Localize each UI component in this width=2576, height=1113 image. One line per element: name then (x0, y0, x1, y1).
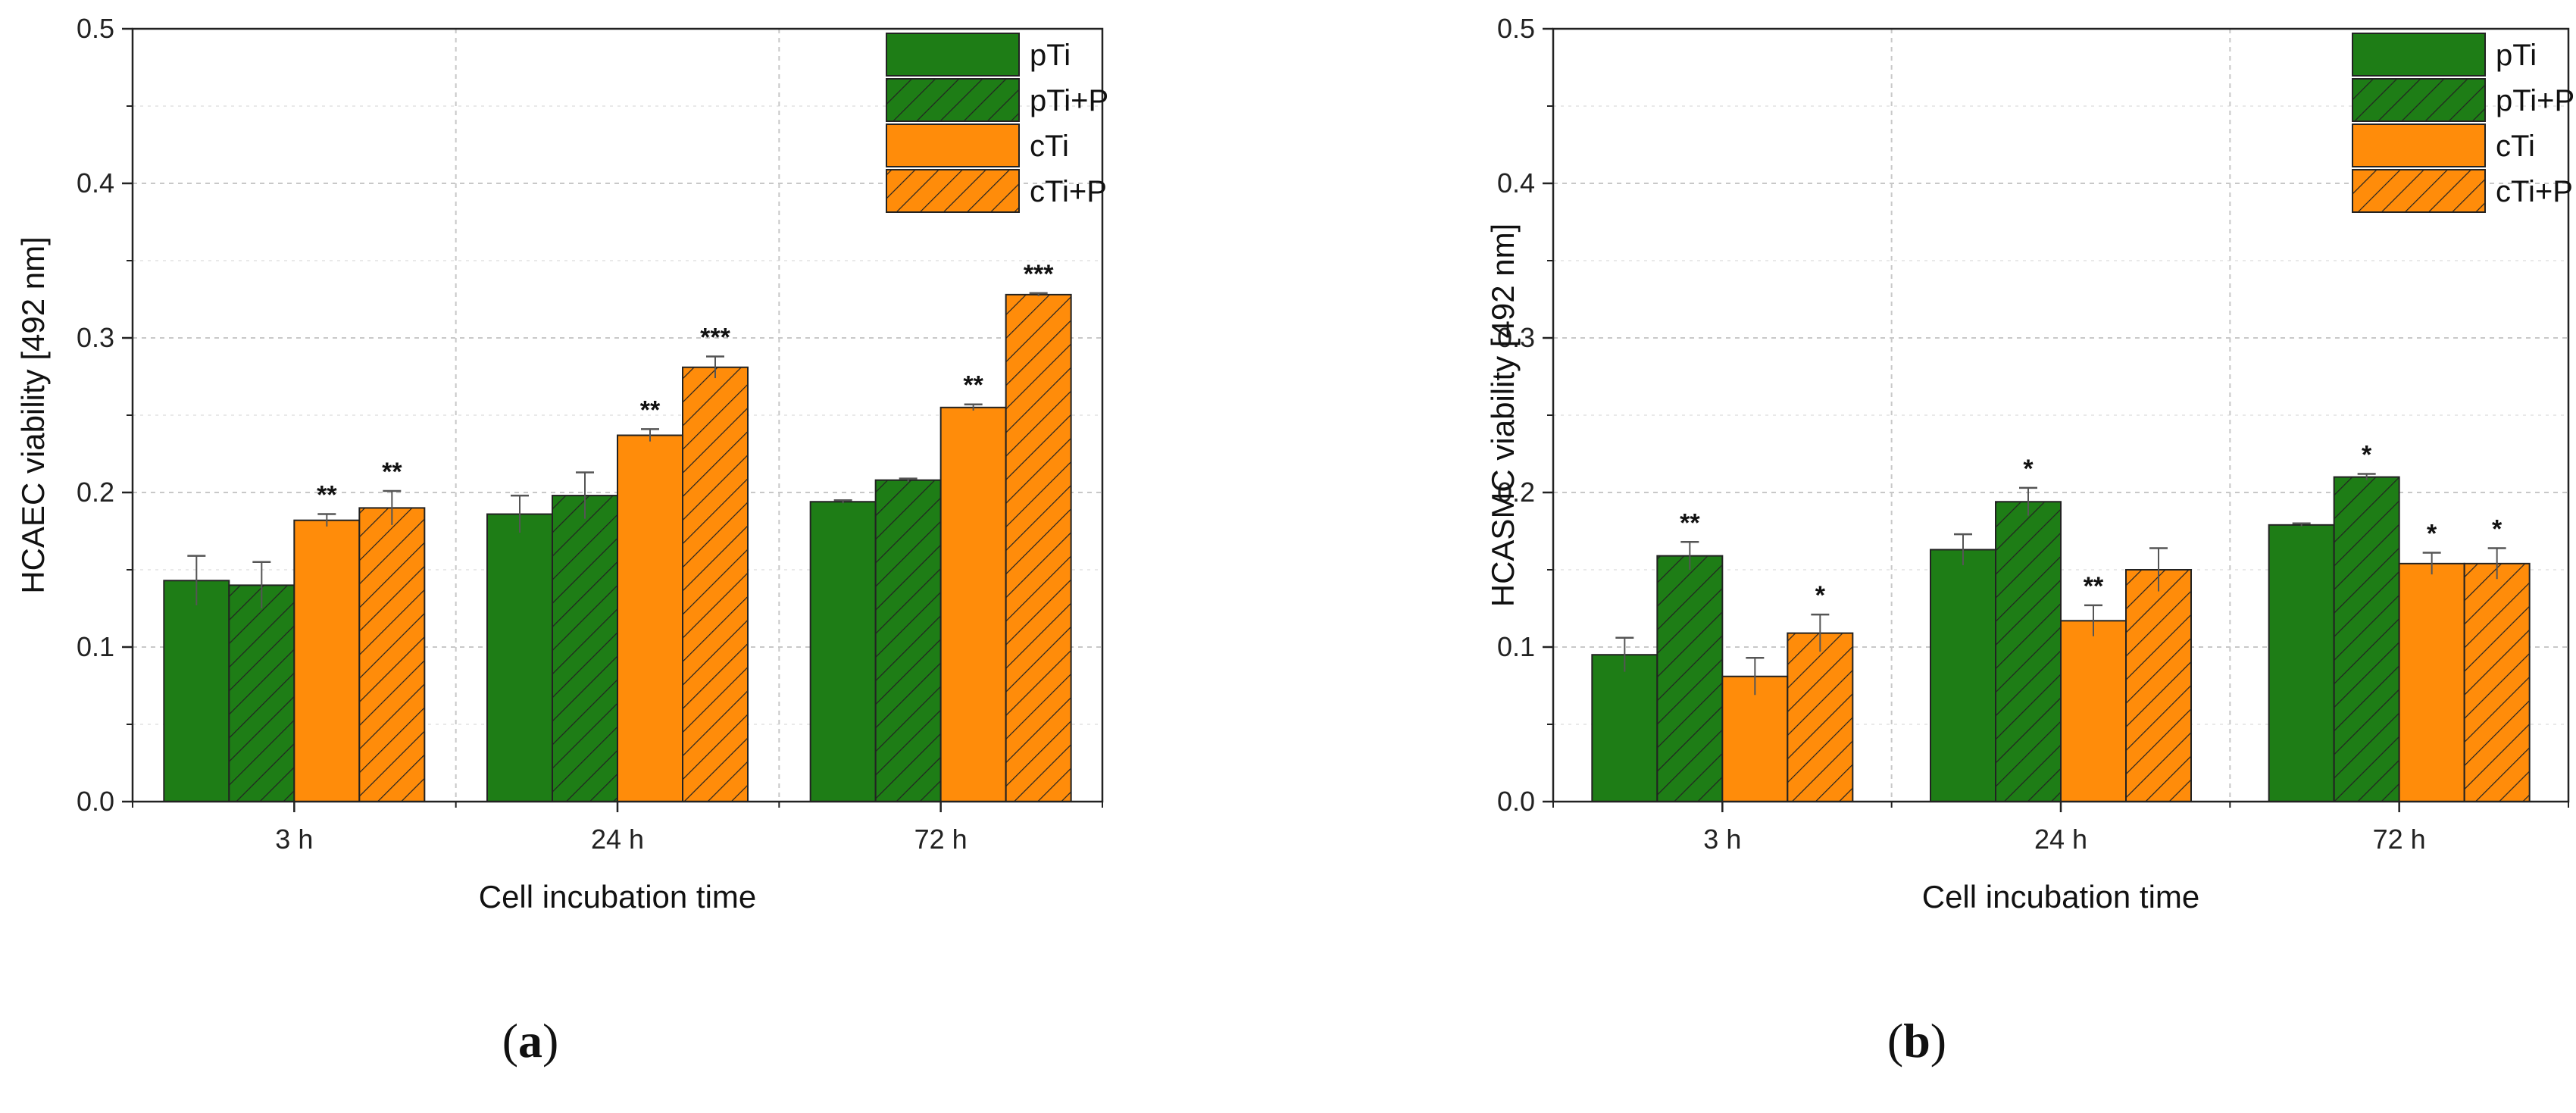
significance-label: ** (963, 371, 983, 400)
y-tick-label: 0.1 (1497, 631, 1535, 662)
bar-hatch (552, 496, 617, 802)
y-tick-label: 0.0 (1497, 786, 1535, 817)
legend-label: cTi (1030, 130, 1069, 163)
legend-label: pTi+P (1030, 84, 1108, 117)
y-tick-label: 0.0 (77, 786, 114, 817)
significance-label: * (2427, 520, 2437, 549)
x-tick-label: 24 h (591, 824, 644, 855)
x-axis-title: Cell incubation time (1922, 879, 2200, 914)
x-tick-label: 72 h (914, 824, 968, 855)
legend-swatch (886, 123, 1020, 167)
y-tick-label: 0.2 (1497, 477, 1535, 508)
significance-label: * (2023, 455, 2034, 483)
significance-label: *** (700, 323, 730, 352)
bar-hatch (1657, 555, 1723, 802)
legend-swatch-hatch (2352, 79, 2485, 121)
significance-label: ** (1680, 508, 1700, 537)
bar-hatch (1996, 502, 2061, 802)
bar-hatch (2464, 563, 2530, 802)
y-tick-label: 0.1 (77, 631, 114, 662)
bar (486, 513, 553, 802)
bar (293, 519, 361, 802)
bar (1721, 675, 1789, 803)
bar-hatch (875, 480, 941, 802)
legend-swatch-hatch (886, 170, 1019, 212)
bar-hatch (2126, 570, 2191, 802)
x-tick-label: 3 h (275, 824, 313, 855)
legend-swatch (2352, 33, 2486, 77)
significance-label: * (1815, 581, 1826, 610)
x-axis-title: Cell incubation time (479, 879, 757, 914)
significance-label: ** (317, 481, 337, 510)
x-tick-label: 72 h (2373, 824, 2426, 855)
bar (2398, 562, 2465, 803)
significance-label: *** (1024, 260, 1054, 289)
legend-label: cTi+P (1030, 175, 1107, 208)
legend-swatch (886, 33, 1020, 77)
bar (1930, 549, 1996, 802)
significance-label: ** (640, 395, 661, 424)
bar-hatch (683, 367, 748, 802)
legend-swatch-hatch (886, 79, 1019, 121)
legend-label: cTi+P (2496, 175, 2573, 208)
bar (2060, 620, 2127, 802)
y-tick-label: 0.4 (77, 167, 114, 199)
legend-swatch-hatch (2352, 170, 2485, 212)
y-axis-title: HCASMC viability [492 nm] (1485, 224, 1521, 607)
bar-hatch (1005, 294, 1071, 802)
y-tick-label: 0.3 (77, 322, 114, 353)
bar (809, 501, 877, 802)
legend: pTi pTi+P cTi cTi+P (886, 33, 1108, 213)
bar-hatch (229, 585, 295, 802)
legend-label: pTi (2496, 39, 2537, 72)
y-tick-label: 0.2 (77, 477, 114, 508)
legend-label: pTi+P (2496, 84, 2574, 117)
bar (2268, 524, 2335, 803)
bar-hatch (1787, 633, 1853, 802)
panel-b-chart: *** ******0.00.10.20.30.40.53 h 24 h 72 hCe… (1485, 13, 2574, 914)
bar (617, 434, 683, 803)
bar (163, 580, 230, 803)
legend-swatch (2352, 123, 2486, 167)
legend: pTi pTi+P cTi cTi+P (2352, 33, 2574, 213)
y-axis-title: HCAEC viability [492 nm] (15, 236, 51, 594)
bar (1591, 654, 1658, 803)
significance-label: ** (2084, 572, 2104, 601)
significance-label: ** (382, 458, 402, 486)
bar-hatch (2334, 477, 2399, 802)
panel-label-b: (b) (1887, 1014, 1946, 1068)
legend-label: pTi (1030, 39, 1071, 72)
bar-hatch (359, 508, 425, 802)
legend-label: cTi (2496, 130, 2535, 163)
significance-label: * (2362, 441, 2372, 470)
bar (939, 406, 1007, 802)
y-tick-label: 0.4 (1497, 167, 1535, 199)
y-tick-label: 0.5 (77, 13, 114, 44)
x-tick-label: 3 h (1703, 824, 1741, 855)
significance-label: * (2492, 514, 2503, 543)
y-tick-label: 0.5 (1497, 13, 1535, 44)
y-tick-label: 0.3 (1497, 322, 1535, 353)
x-tick-label: 24 h (2034, 824, 2087, 855)
panel-label-a: (a) (502, 1014, 559, 1068)
